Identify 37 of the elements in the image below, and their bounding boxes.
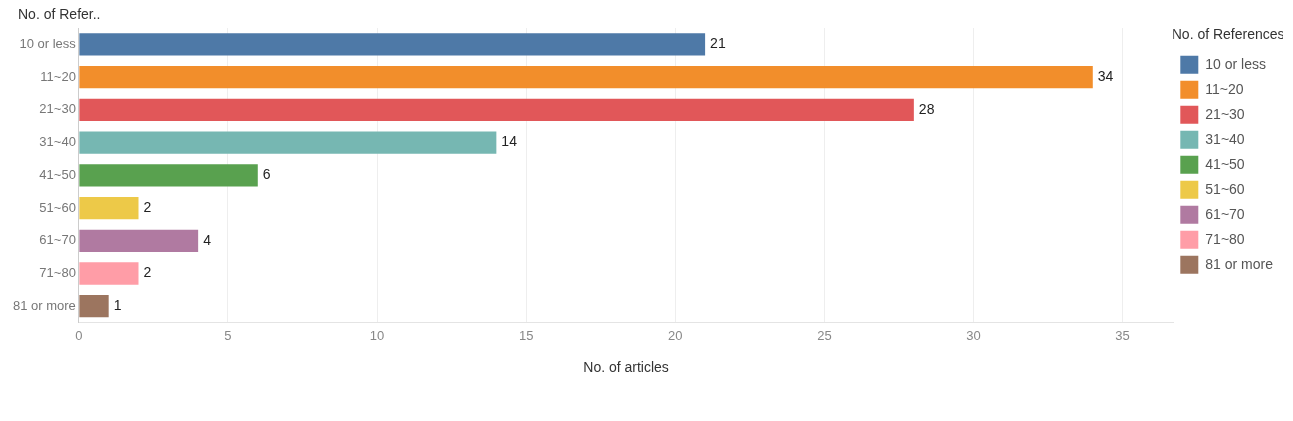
x-tick-label: 25 xyxy=(817,327,832,343)
y-tick-label: 31~40 xyxy=(39,134,76,150)
legend-label: 51~60 xyxy=(1205,180,1245,197)
x-tick-label: 20 xyxy=(668,327,683,343)
x-tick-label: 35 xyxy=(1115,327,1130,343)
y-tick-label: 10 or less xyxy=(19,35,77,51)
x-tick-label: 0 xyxy=(75,327,83,343)
legend-label: 71~80 xyxy=(1205,230,1245,247)
y-tick-label: 41~50 xyxy=(39,166,76,182)
legend-label: 81 or more xyxy=(1205,255,1274,272)
y-tick-label: 61~70 xyxy=(39,232,76,248)
data-label: 4 xyxy=(203,231,212,248)
legend-label: 10 or less xyxy=(1205,55,1267,72)
data-label: 34 xyxy=(1097,67,1114,84)
data-label: 2 xyxy=(143,198,152,215)
x-tick-label: 30 xyxy=(966,327,981,343)
data-label: 28 xyxy=(918,100,935,117)
y-tick-label: 51~60 xyxy=(39,199,76,215)
data-label: 1 xyxy=(113,297,122,314)
data-label: 2 xyxy=(143,264,152,281)
x-tick-label: 15 xyxy=(518,327,534,343)
legend-label: 11~20 xyxy=(1205,80,1244,97)
y-tick-label: 81 or more xyxy=(12,297,76,313)
data-label: 6 xyxy=(262,166,271,183)
x-tick-label: 10 xyxy=(369,327,385,343)
x-axis-title: No. of articles xyxy=(583,359,669,376)
legend-label: 41~50 xyxy=(1205,155,1245,172)
data-label: 14 xyxy=(501,133,518,150)
x-tick-label: 5 xyxy=(224,327,232,343)
y-axis-title: No. of Refer.. xyxy=(18,5,101,22)
legend-label: 31~40 xyxy=(1205,130,1245,147)
legend-label: 61~70 xyxy=(1205,205,1245,222)
y-tick-label: 71~80 xyxy=(39,265,76,281)
legend-label: 21~30 xyxy=(1205,105,1245,122)
y-tick-label: 21~30 xyxy=(39,101,76,117)
data-label: 21 xyxy=(710,35,726,52)
y-tick-label: 11~20 xyxy=(40,68,76,84)
